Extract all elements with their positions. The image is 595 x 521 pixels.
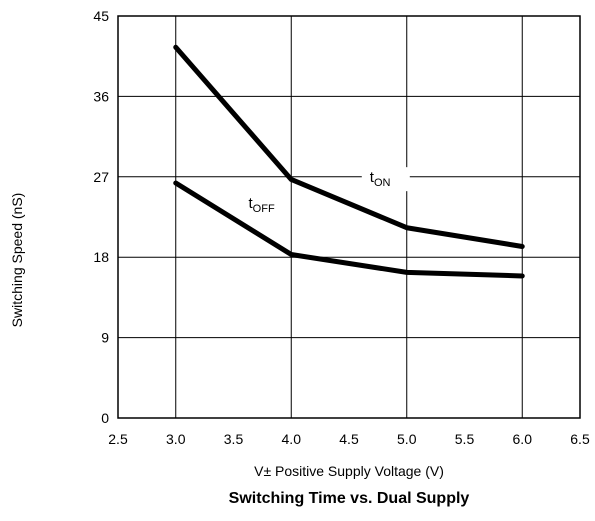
x-tick-label: 5.0: [397, 431, 417, 447]
series-label-ton-bg: [361, 167, 410, 192]
x-tick-label: 4.5: [339, 431, 359, 447]
plot-frame: [117, 15, 581, 419]
tick-labels: 2.5 3.0 3.5 4.0 4.5 5.0 5.5 6.0 6.5 0 9 18 27 36 45: [93, 8, 590, 447]
x-tick-label: 3.5: [224, 431, 244, 447]
y-tick-label: 27: [93, 169, 109, 185]
x-tick-label: 5.5: [455, 431, 475, 447]
x-tick-label: 3.0: [166, 431, 186, 447]
y-tick-label: 36: [93, 88, 109, 104]
y-tick-label: 0: [101, 410, 109, 426]
series-label-toff-main: t: [249, 195, 254, 212]
y-tick-label: 45: [93, 8, 109, 24]
y-axis-label: Switching Speed (nS): [9, 193, 25, 328]
x-tick-label: 2.5: [108, 431, 128, 447]
x-tick-label: 6.0: [513, 431, 533, 447]
x-axis-label: V± Positive Supply Voltage (V): [254, 463, 444, 479]
y-tick-label: 18: [93, 249, 109, 265]
series-label-ton-main: t: [370, 169, 375, 186]
chart-title: Switching Time vs. Dual Supply: [229, 490, 470, 507]
chart-grid: [118, 16, 580, 418]
series-line-ton: [173, 44, 525, 249]
y-tick-label: 9: [101, 330, 109, 346]
data-lines: [173, 44, 525, 279]
series-line-toff: [173, 180, 525, 279]
series-label-toff-sub: OFF: [253, 203, 275, 215]
series-label-ton-sub: ON: [374, 177, 391, 189]
x-tick-label: 6.5: [570, 431, 590, 447]
series-label-ton: tON: [370, 169, 391, 189]
x-tick-label: 4.0: [282, 431, 302, 447]
series-label-toff: tOFF: [249, 195, 275, 215]
